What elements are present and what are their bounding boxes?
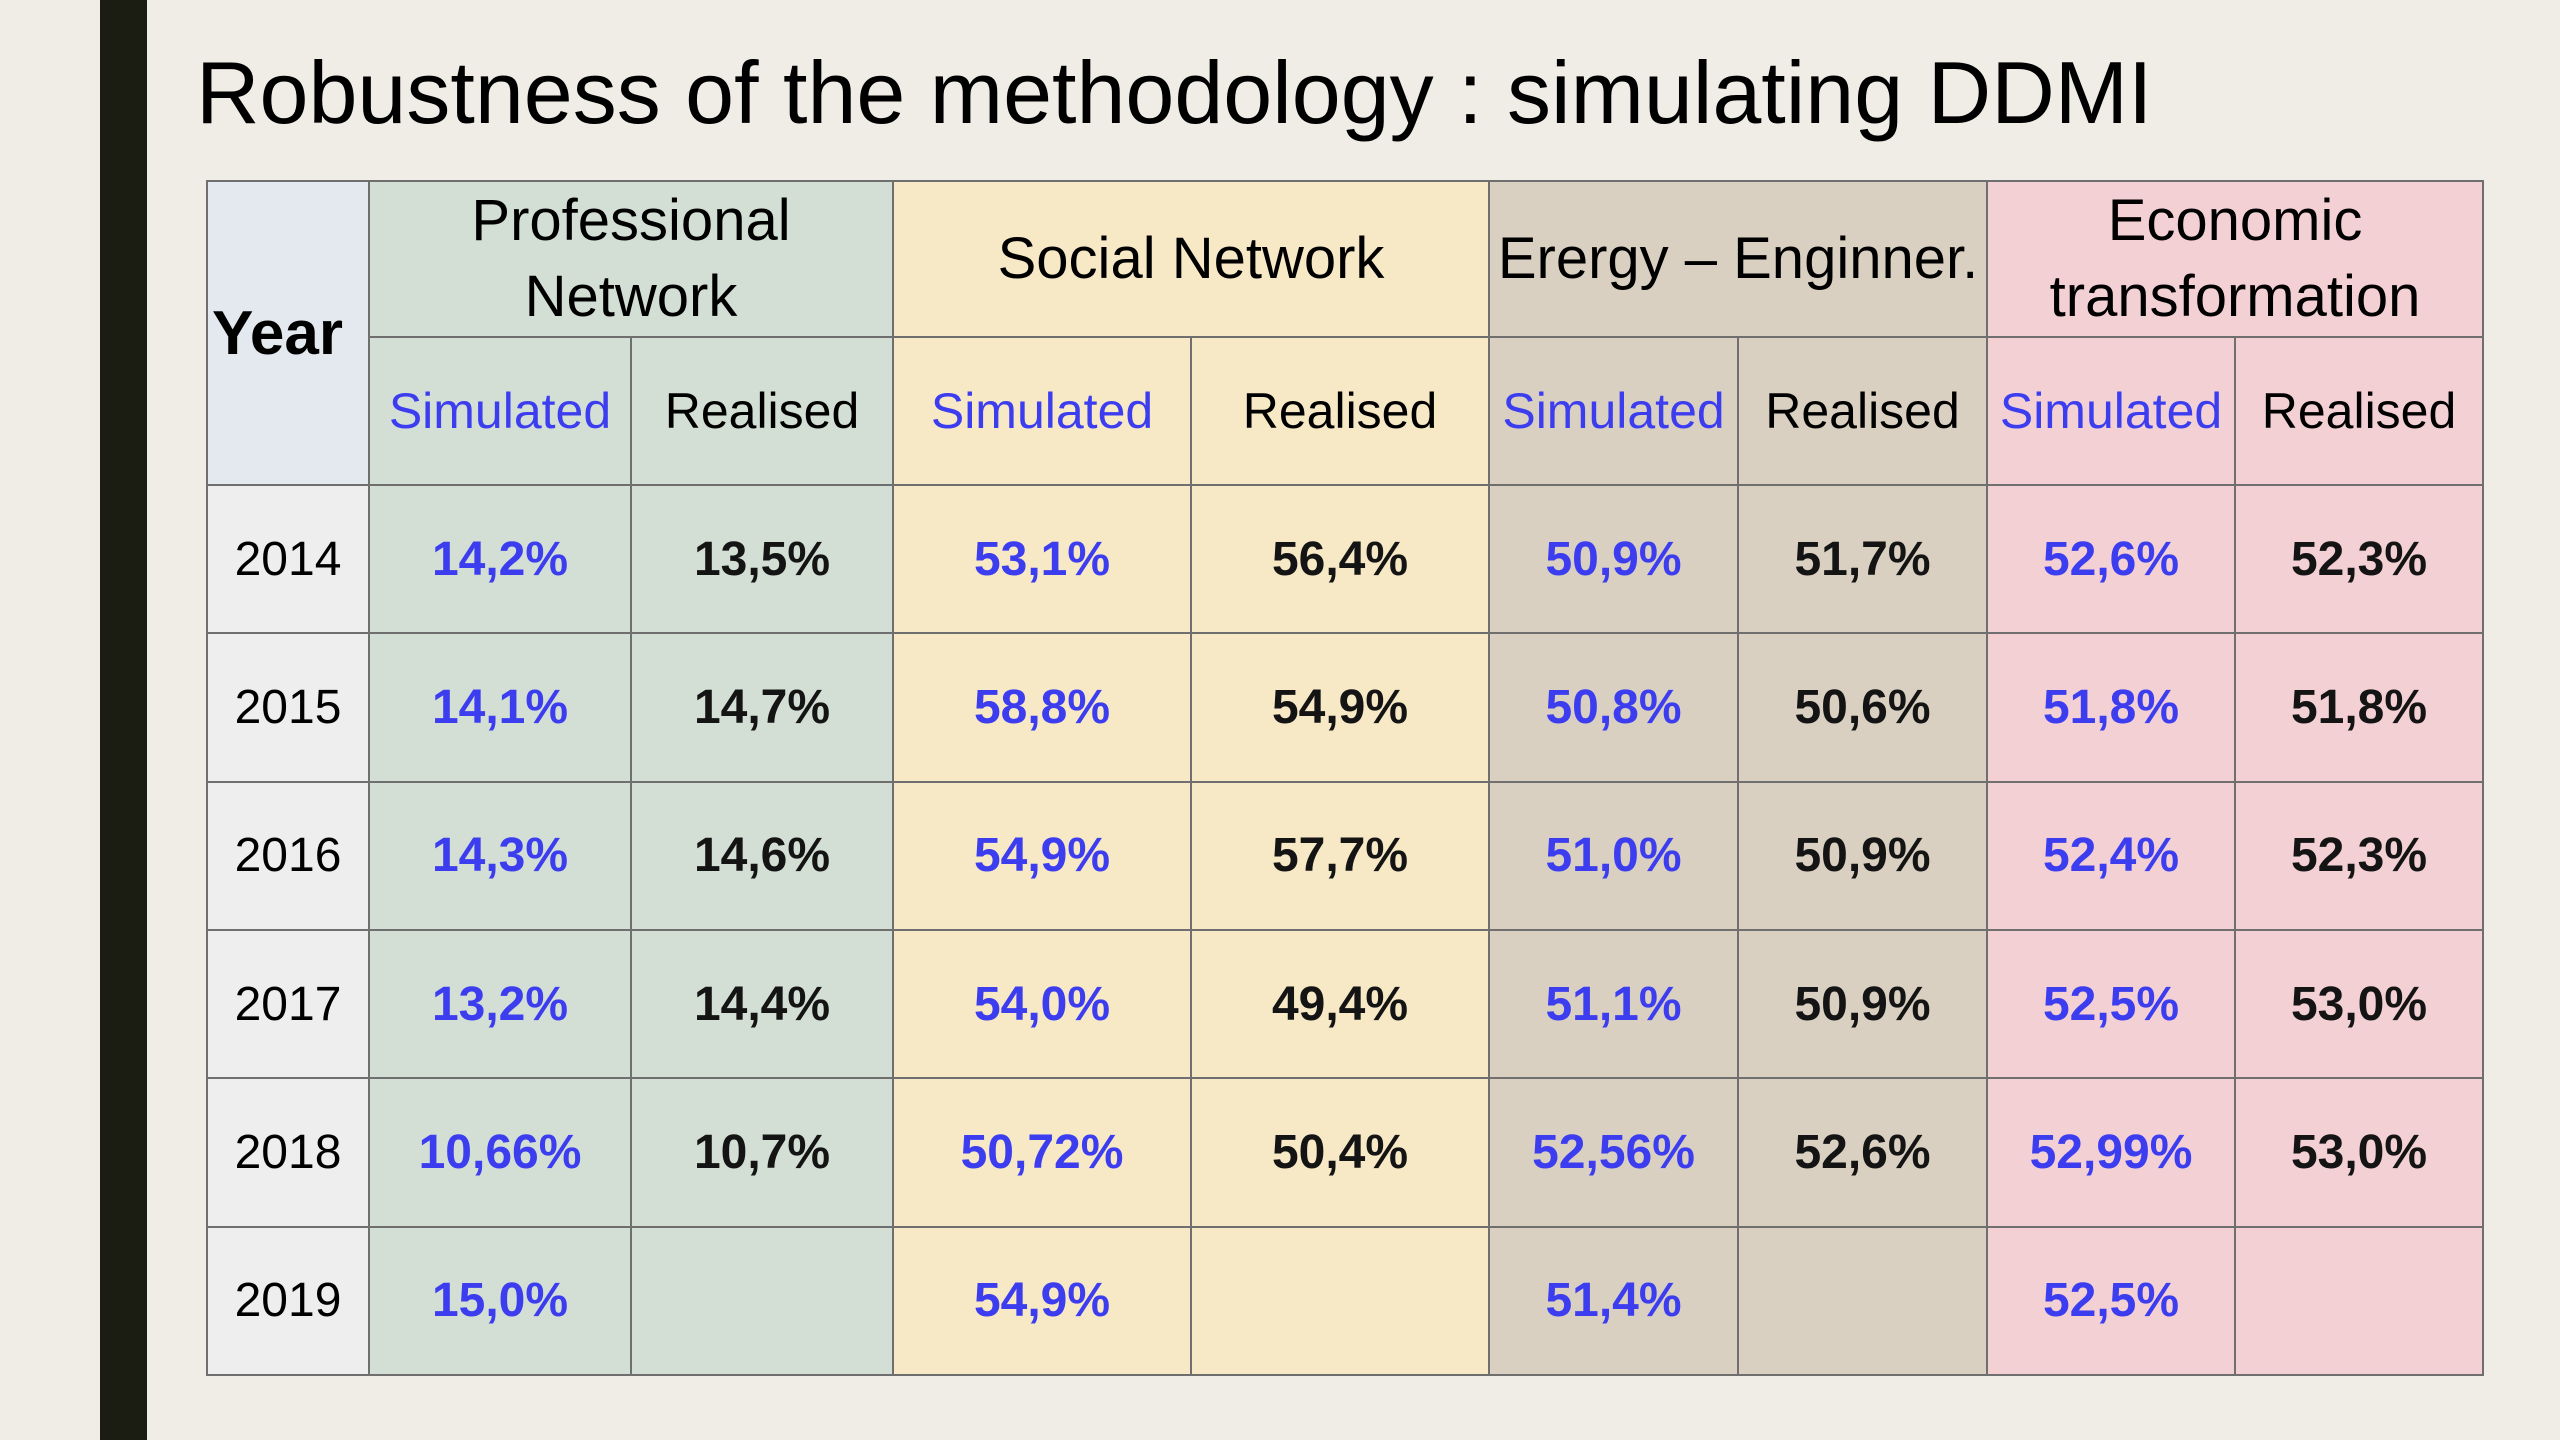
simulated-value: 52,99%: [1986, 1077, 2237, 1228]
simulated-value: 51,1%: [1488, 928, 1740, 1080]
sub-header-simulated: Simulated: [892, 336, 1193, 486]
realised-value: 14,7%: [629, 632, 895, 783]
simulated-value: 54,0%: [892, 928, 1193, 1080]
realised-value: [1190, 1225, 1491, 1377]
realised-value: [2234, 1225, 2485, 1377]
realised-value: 51,7%: [1737, 483, 1989, 635]
sub-header-simulated: Simulated: [368, 336, 632, 486]
year-cell: 2014: [206, 483, 370, 635]
year-cell: 2017: [206, 928, 370, 1080]
simulated-value: 51,4%: [1488, 1225, 1740, 1377]
simulated-value: 52,6%: [1986, 483, 2237, 635]
realised-value: 10,7%: [629, 1077, 895, 1228]
simulated-value: 50,8%: [1488, 632, 1740, 783]
realised-value: 52,3%: [2234, 483, 2485, 635]
simulated-value: 50,9%: [1488, 483, 1740, 635]
realised-value: 53,0%: [2234, 928, 2485, 1080]
table-row: 2015 14,1% 14,7% 58,8% 54,9% 50,8% 50,6% 51,8% 5…: [206, 632, 2485, 783]
realised-value: 54,9%: [1190, 632, 1491, 783]
realised-value: [629, 1225, 895, 1377]
realised-value: 14,4%: [629, 928, 895, 1080]
year-header: Year: [206, 180, 370, 486]
simulated-value: 13,2%: [368, 928, 632, 1080]
sub-header-realised: Realised: [2234, 336, 2485, 486]
sub-header-simulated: Simulated: [1986, 336, 2237, 486]
results-table: Year Professional Network Social Network…: [206, 180, 2485, 1377]
realised-value: 56,4%: [1190, 483, 1491, 635]
simulated-value: 58,8%: [892, 632, 1193, 783]
year-cell: 2015: [206, 632, 370, 783]
simulated-value: 14,2%: [368, 483, 632, 635]
realised-value: 50,9%: [1737, 928, 1989, 1080]
realised-value: 53,0%: [2234, 1077, 2485, 1228]
table-row: 2016 14,3% 14,6% 54,9% 57,7% 51,0% 50,9% 52,4% 5…: [206, 780, 2485, 931]
sub-header-realised: Realised: [1190, 336, 1491, 486]
group-header-energy-engineering: Erergy – Enginner.: [1488, 180, 1989, 338]
simulated-value: 53,1%: [892, 483, 1193, 635]
year-cell: 2016: [206, 780, 370, 931]
table-row: 2018 10,66% 10,7% 50,72% 50,4% 52,56% 52,6% 52,…: [206, 1077, 2485, 1228]
simulated-value: 51,0%: [1488, 780, 1740, 931]
simulated-value: 54,9%: [892, 1225, 1193, 1377]
simulated-value: 15,0%: [368, 1225, 632, 1377]
sub-header-row: Simulated Realised Simulated Realised Si…: [207, 336, 2485, 486]
realised-value: 49,4%: [1190, 928, 1491, 1080]
simulated-value: 10,66%: [368, 1077, 632, 1228]
simulated-value: 52,4%: [1986, 780, 2237, 931]
group-header-social-network: Social Network: [892, 180, 1491, 338]
simulated-value: 51,8%: [1986, 632, 2237, 783]
simulated-value: 54,9%: [892, 780, 1193, 931]
group-label-line: Network: [524, 264, 738, 329]
group-label-line: Economic: [2107, 188, 2363, 253]
slide-accent-bar: [100, 0, 147, 1440]
group-label-line: Erergy – Enginner.: [1497, 226, 1979, 291]
simulated-value: 52,56%: [1488, 1077, 1740, 1228]
year-cell: 2018: [206, 1077, 370, 1228]
realised-value: 50,9%: [1737, 780, 1989, 931]
sub-header-realised: Realised: [629, 336, 895, 486]
table-body: 2014 14,2% 13,5% 53,1% 56,4% 50,9% 51,7% 52,6% 5…: [206, 483, 2485, 1377]
year-cell: 2019: [206, 1225, 370, 1377]
group-label-line: transformation: [2049, 264, 2421, 329]
simulated-value: 50,72%: [892, 1077, 1193, 1228]
group-header-economic-transformation: Economic transformation: [1986, 180, 2485, 338]
table-row: 2017 13,2% 14,4% 54,0% 49,4% 51,1% 50,9% 52,5% 5…: [206, 928, 2485, 1080]
table-row: 2014 14,2% 13,5% 53,1% 56,4% 50,9% 51,7% 52,6% 5…: [206, 483, 2485, 635]
group-label-line: Social Network: [997, 226, 1385, 291]
group-header-professional-network: Professional Network: [367, 180, 895, 338]
group-label-line: Professional: [471, 188, 791, 253]
group-header-row: Year Professional Network Social Network…: [206, 180, 2485, 486]
simulated-value: 14,1%: [368, 632, 632, 783]
realised-value: 14,6%: [629, 780, 895, 931]
realised-value: 52,3%: [2234, 780, 2485, 931]
sub-header-realised: Realised: [1737, 336, 1989, 486]
realised-value: 52,6%: [1737, 1077, 1989, 1228]
realised-value: 51,8%: [2234, 632, 2485, 783]
sub-header-simulated: Simulated: [1488, 336, 1740, 486]
simulated-value: 14,3%: [368, 780, 632, 931]
simulated-value: 52,5%: [1986, 1225, 2237, 1377]
realised-value: [1737, 1225, 1989, 1377]
slide-title: Robustness of the methodology : simulati…: [196, 43, 2153, 142]
realised-value: 13,5%: [629, 483, 895, 635]
realised-value: 50,6%: [1737, 632, 1989, 783]
table-row: 2019 15,0% 54,9% 51,4% 52,5%: [206, 1225, 2485, 1377]
realised-value: 57,7%: [1190, 780, 1491, 931]
simulated-value: 52,5%: [1986, 928, 2237, 1080]
realised-value: 50,4%: [1190, 1077, 1491, 1228]
